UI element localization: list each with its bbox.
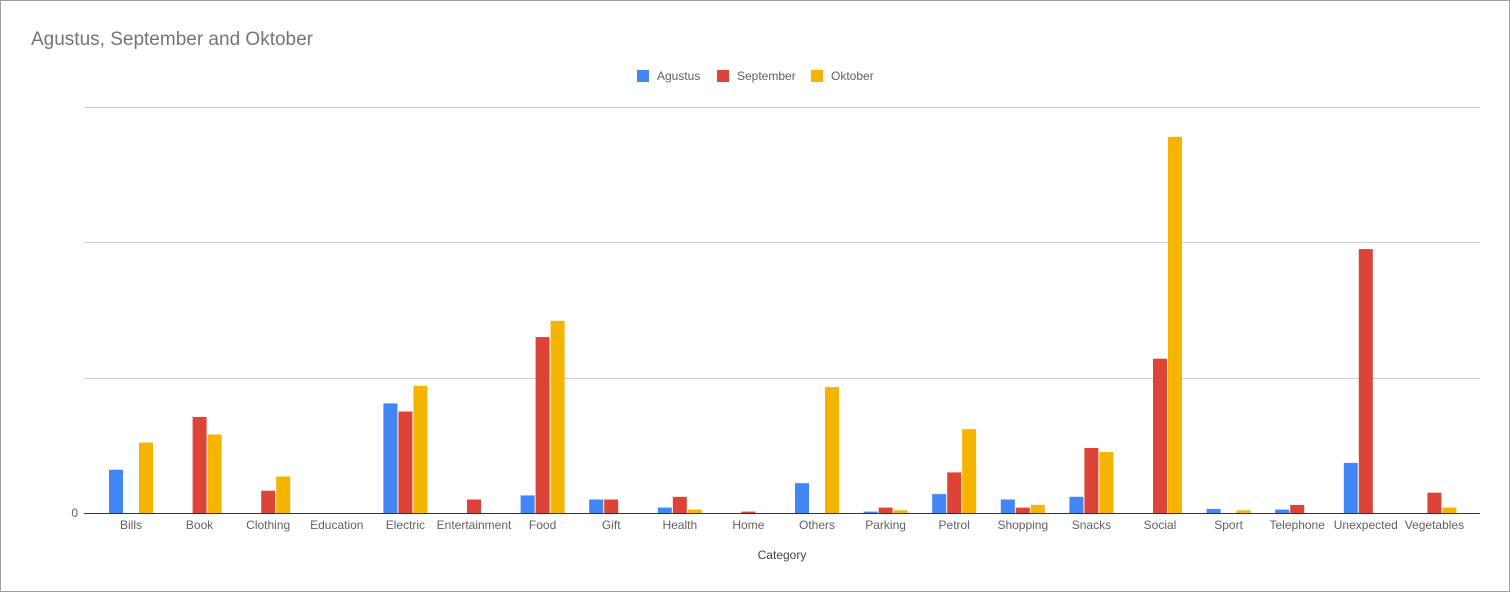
bar-agustus-snacks[interactable]	[1069, 496, 1084, 513]
bar-september-entertainment[interactable]	[467, 499, 481, 514]
bar-september-petrol[interactable]	[947, 472, 962, 513]
bar-agustus-shopping[interactable]	[1000, 499, 1015, 514]
bar-september-gift[interactable]	[604, 499, 619, 514]
bar-september-shopping[interactable]	[1015, 507, 1030, 513]
bar-september-unexpected[interactable]	[1358, 249, 1373, 513]
x-tick-label: Petrol	[939, 518, 970, 532]
legend-swatch-oktober	[811, 70, 823, 82]
x-tick-label: Bills	[120, 518, 142, 532]
bar-agustus-food[interactable]	[520, 495, 535, 513]
y-tick-label: 0	[71, 506, 78, 520]
x-tick-label: Entertainment	[437, 518, 512, 532]
x-tick-label: Vegetables	[1405, 518, 1464, 532]
chart-title: Agustus, September and Oktober	[31, 29, 313, 50]
x-tick-label: Education	[310, 518, 363, 532]
legend-label-agustus: Agustus	[657, 69, 701, 83]
legend-item-agustus[interactable]: Agustus	[637, 68, 700, 84]
bar-agustus-unexpected[interactable]	[1343, 462, 1358, 513]
x-tick-label: Others	[799, 518, 835, 532]
bar-september-social[interactable]	[1153, 358, 1167, 513]
bar-september-home[interactable]	[741, 511, 756, 513]
x-tick-label: Clothing	[246, 518, 290, 532]
x-tick-label: Social	[1144, 518, 1177, 532]
bar-september-health[interactable]	[672, 496, 687, 513]
bar-agustus-telephone[interactable]	[1275, 509, 1290, 513]
bar-september-electric[interactable]	[398, 411, 413, 514]
bar-september-clothing[interactable]	[261, 490, 276, 513]
legend-label-oktober: Oktober	[831, 69, 874, 83]
x-tick-label: Snacks	[1072, 518, 1111, 532]
bar-agustus-sport[interactable]	[1206, 508, 1221, 513]
legend-label-september: September	[737, 69, 796, 83]
bar-oktober-health[interactable]	[687, 509, 702, 513]
x-tick-label: Telephone	[1270, 518, 1326, 532]
x-tick-label: Gift	[602, 518, 621, 532]
bar-agustus-bills[interactable]	[109, 469, 123, 513]
bar-oktober-others[interactable]	[825, 387, 839, 513]
x-tick-label: Health	[662, 518, 697, 532]
bar-oktober-social[interactable]	[1168, 136, 1182, 514]
bar-oktober-snacks[interactable]	[1099, 452, 1114, 513]
bar-oktober-food[interactable]	[550, 320, 565, 513]
bar-oktober-shopping[interactable]	[1030, 504, 1045, 513]
x-tick-label: Electric	[386, 518, 425, 532]
bar-september-telephone[interactable]	[1290, 504, 1305, 513]
legend-swatch-agustus	[637, 70, 649, 82]
x-tick-label: Shopping	[997, 518, 1048, 532]
bar-oktober-parking[interactable]	[893, 510, 908, 513]
bar-oktober-petrol[interactable]	[962, 429, 977, 513]
bar-september-snacks[interactable]	[1084, 448, 1099, 513]
bar-september-food[interactable]	[535, 337, 550, 513]
bar-oktober-vegetables[interactable]	[1442, 507, 1457, 513]
bar-oktober-electric[interactable]	[413, 385, 428, 513]
bar-agustus-petrol[interactable]	[932, 494, 947, 513]
x-tick-label: Parking	[865, 518, 906, 532]
x-tick-label: Food	[529, 518, 556, 532]
x-tick-label: Unexpected	[1334, 518, 1398, 532]
bar-september-vegetables[interactable]	[1427, 492, 1442, 513]
bar-oktober-clothing[interactable]	[276, 476, 291, 514]
bar-oktober-book[interactable]	[207, 434, 222, 514]
x-tick-label: Book	[186, 518, 214, 532]
bar-agustus-electric[interactable]	[383, 403, 398, 513]
bar-september-parking[interactable]	[878, 507, 893, 513]
bar-oktober-sport[interactable]	[1236, 510, 1251, 513]
bar-agustus-parking[interactable]	[863, 511, 878, 513]
chart-legend: Agustus September Oktober	[0, 68, 1510, 84]
x-axis-title: Category	[758, 548, 807, 562]
x-tick-label: Home	[732, 518, 764, 532]
bar-agustus-gift[interactable]	[589, 499, 604, 514]
bar-september-book[interactable]	[192, 416, 207, 513]
bar-agustus-others[interactable]	[795, 483, 809, 513]
legend-swatch-september	[717, 70, 729, 82]
bar-oktober-bills[interactable]	[139, 442, 153, 513]
bar-agustus-health[interactable]	[657, 507, 672, 513]
legend-item-oktober[interactable]: Oktober	[811, 68, 874, 84]
x-tick-label: Sport	[1214, 518, 1243, 532]
legend-item-september[interactable]: September	[717, 68, 796, 84]
